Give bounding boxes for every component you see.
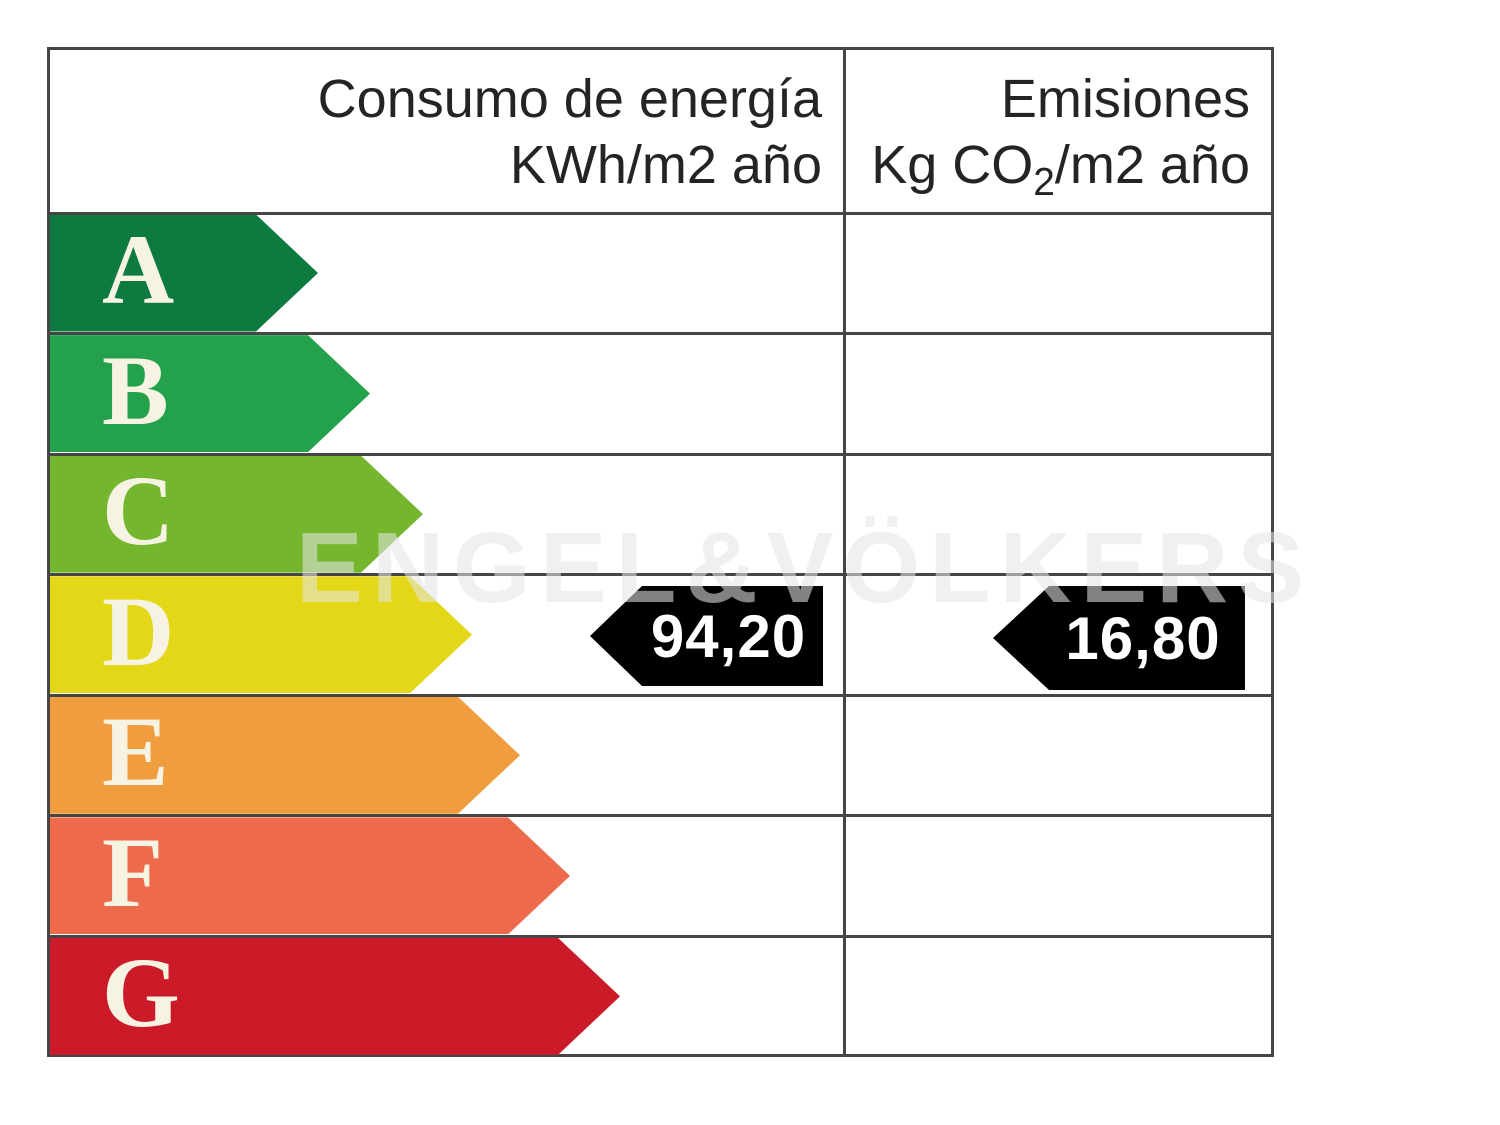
emissions-value: 16,80 [1065,604,1221,672]
row-line-bc [50,452,1271,456]
consumption-value-arrow: 94,20 [590,586,823,686]
emissions-unit-subscript: 2 [1033,160,1055,204]
emissions-unit-prefix: Kg CO [871,135,1034,195]
rating-band-e: E [50,697,520,814]
rating-letter-f: F [102,816,164,928]
rating-band-f: F [50,817,570,934]
rating-band-d: D [50,576,472,693]
rating-letter-g: G [102,937,180,1049]
rating-letter-a: A [102,214,175,326]
rating-band-a: A [50,215,318,332]
row-line-fg [50,934,1271,938]
consumption-value: 94,20 [650,602,807,670]
emissions-unit-suffix: /m2 año [1054,135,1250,195]
consumption-unit: KWh/m2 año [509,135,822,195]
consumption-title: Consumo de energía [317,69,822,129]
column-divider [843,50,846,1054]
rating-band-c: C [50,456,423,573]
row-line-header [50,211,1271,215]
emissions-unit: Kg CO2/m2 año [850,132,1250,202]
rating-letter-d: D [102,575,175,687]
row-line-cd [50,573,1271,577]
rating-letter-e: E [102,696,169,808]
row-line-ef [50,814,1271,818]
row-line-de [50,693,1271,697]
rating-letter-b: B [102,334,169,446]
emissions-value-arrow: 16,80 [993,586,1245,690]
consumption-header: Consumo de energía KWh/m2 año [50,66,822,198]
rating-band-g: G [50,938,620,1055]
row-line-ab [50,332,1271,336]
emissions-title: Emisiones [1000,69,1250,129]
emissions-header: Emisiones Kg CO2/m2 año [850,66,1250,202]
rating-letter-c: C [102,455,175,567]
rating-band-b: B [50,335,370,452]
